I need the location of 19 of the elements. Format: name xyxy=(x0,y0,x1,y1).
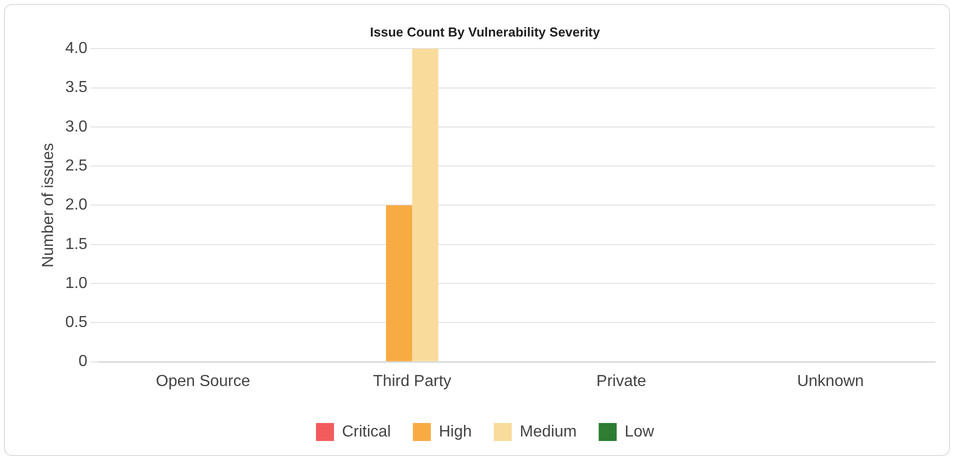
chart-title: Issue Count By Vulnerability Severity xyxy=(370,24,601,40)
x-tick-label: Private xyxy=(596,372,646,390)
y-tick-label: 4.0 xyxy=(65,40,88,58)
x-tick-label: Third Party xyxy=(373,372,452,390)
y-tick-label: 1.0 xyxy=(65,274,88,292)
y-tick-label: 0.5 xyxy=(65,314,88,332)
y-tick-label: 3.0 xyxy=(65,118,88,136)
y-tick-label: 1.5 xyxy=(65,236,88,253)
y-axis-title: Number of issues xyxy=(40,142,58,268)
legend-label: Medium xyxy=(520,423,577,440)
legend-label: Low xyxy=(624,423,654,440)
y-tick-label: 0 xyxy=(78,353,88,370)
x-tick-label: Open Source xyxy=(156,372,250,390)
legend-label: Critical xyxy=(342,423,391,440)
y-tick-label: 2.0 xyxy=(65,196,88,214)
y-tick-label: 3.5 xyxy=(65,79,88,96)
legend-label: High xyxy=(438,423,472,440)
x-tick-label: Unknown xyxy=(797,372,864,390)
y-tick-label: 2.5 xyxy=(65,157,88,174)
